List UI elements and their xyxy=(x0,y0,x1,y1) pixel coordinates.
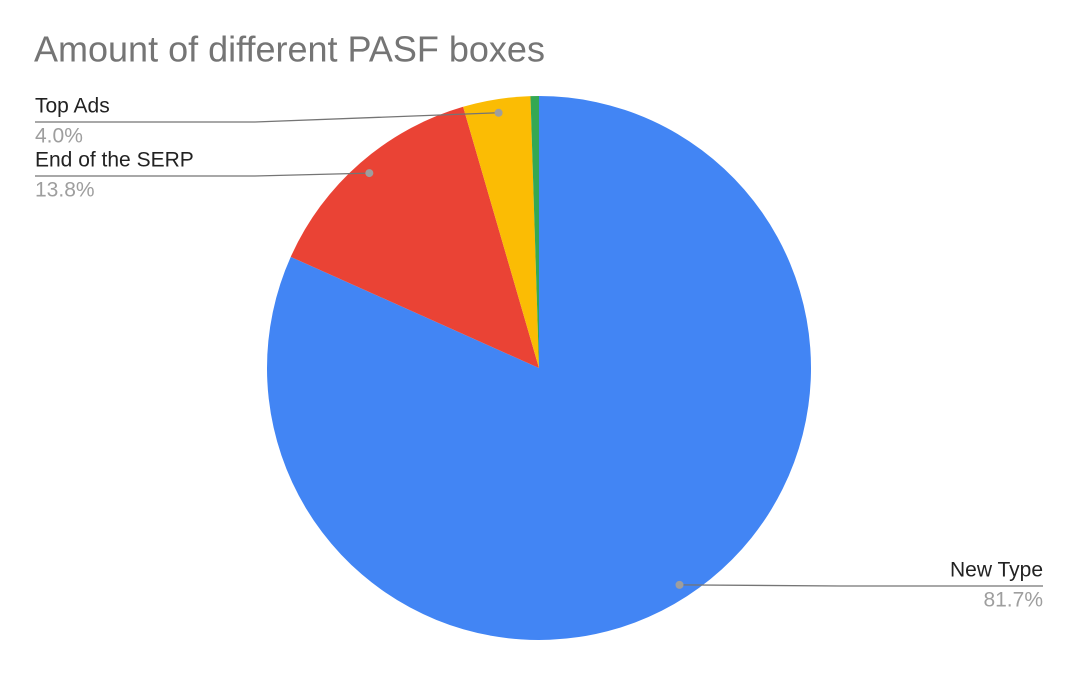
leader-line xyxy=(679,584,1043,587)
leader-dot xyxy=(675,580,684,589)
leader-dot xyxy=(365,169,374,178)
slice-value-label: 13.8% xyxy=(35,179,95,202)
leader-line xyxy=(35,172,370,177)
leader-dot xyxy=(494,108,503,117)
slice-label: New Type xyxy=(950,559,1043,582)
slice-label: End of the SERP xyxy=(35,149,194,172)
slice-value-label: 81.7% xyxy=(983,589,1043,612)
pie-slice xyxy=(463,96,539,368)
slice-value-label: 4.0% xyxy=(35,125,83,148)
chart-title: Amount of different PASF boxes xyxy=(34,29,545,70)
pie-slice xyxy=(530,96,539,368)
slice-label: Top Ads xyxy=(35,95,110,118)
pie-slice xyxy=(290,106,539,369)
leader-line xyxy=(35,112,499,123)
